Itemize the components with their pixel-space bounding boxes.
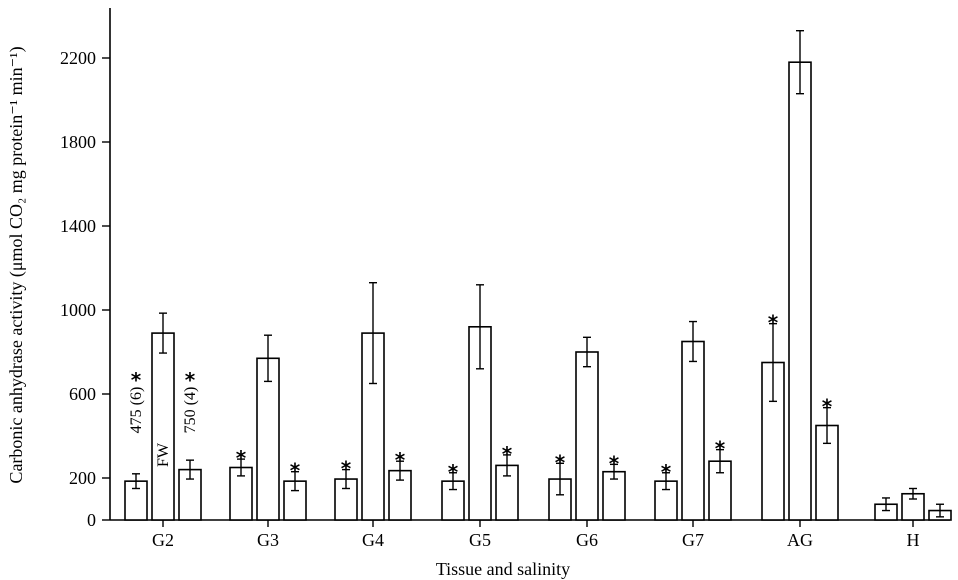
bars: * * * * * * * * * * * * * * bbox=[124, 30, 952, 521]
x-tick-label: G2 bbox=[152, 530, 174, 550]
y-tick-label: 200 bbox=[69, 468, 96, 488]
significance-star: * bbox=[395, 448, 406, 472]
y-ticks: 0 200 600 1000 1400 1800 2200 bbox=[60, 48, 110, 530]
x-tick-label: G6 bbox=[576, 530, 598, 550]
bar bbox=[575, 351, 599, 521]
significance-star: * bbox=[290, 459, 301, 483]
significance-star: * bbox=[448, 460, 459, 484]
y-tick-label: 1800 bbox=[60, 132, 96, 152]
y-tick-label: 1000 bbox=[60, 300, 96, 320]
significance-star: * bbox=[768, 311, 779, 335]
bar-labels: 475 (6) FW 750 (4) bbox=[128, 387, 199, 467]
x-ticks: G2 G3 G4 G5 G6 G7 AG H bbox=[152, 520, 920, 550]
series-label: 750 (4) bbox=[182, 387, 199, 434]
significance-star: * bbox=[185, 368, 196, 392]
series-label: 475 (6) bbox=[128, 387, 145, 434]
x-tick-label: G7 bbox=[682, 530, 704, 550]
y-tick-label: 2200 bbox=[60, 48, 96, 68]
y-tick-label: 1400 bbox=[60, 216, 96, 236]
y-tick-label: 600 bbox=[69, 384, 96, 404]
significance-star: * bbox=[822, 395, 833, 419]
significance-star: * bbox=[555, 450, 566, 474]
x-tick-label: H bbox=[907, 530, 920, 550]
significance-star: * bbox=[661, 460, 672, 484]
x-tick-label: G4 bbox=[362, 530, 384, 550]
x-tick-label: AG bbox=[787, 530, 813, 550]
x-tick-label: G3 bbox=[257, 530, 279, 550]
significance-star: * bbox=[715, 437, 726, 461]
bar bbox=[151, 332, 175, 521]
significance-star: * bbox=[236, 446, 247, 470]
bar bbox=[788, 61, 812, 521]
bar bbox=[256, 357, 280, 521]
y-axis-title: Carbonic anhydrase activity (μmol CO₂ mg… bbox=[6, 46, 27, 483]
y-tick-label: 0 bbox=[87, 510, 96, 530]
significance-star: * bbox=[502, 442, 513, 466]
x-axis-title: Tissue and salinity bbox=[436, 559, 570, 579]
series-label: FW bbox=[155, 442, 172, 467]
significance-star: * bbox=[131, 368, 142, 392]
bar bbox=[681, 340, 705, 521]
x-tick-label: G5 bbox=[469, 530, 491, 550]
significance-star: * bbox=[609, 451, 620, 475]
significance-star: * bbox=[341, 457, 352, 481]
